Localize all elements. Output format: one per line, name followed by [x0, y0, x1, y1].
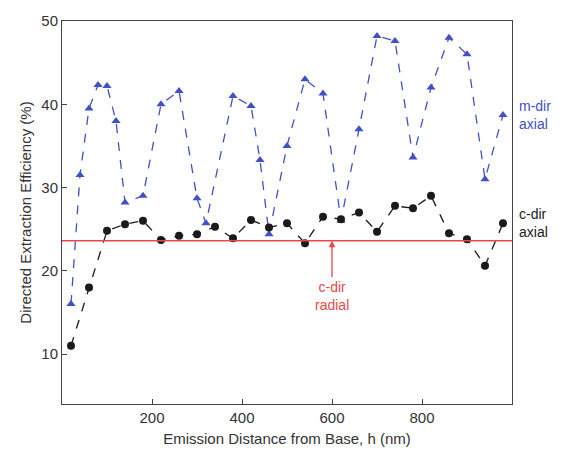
svg-text:Directed Extraction Efficiency: Directed Extraction Efficiency (%): [17, 101, 34, 323]
svg-text:10: 10: [41, 345, 58, 362]
svg-text:20: 20: [41, 262, 58, 279]
svg-text:200: 200: [139, 409, 164, 426]
svg-text:50: 50: [41, 12, 58, 29]
svg-text:800: 800: [409, 409, 434, 426]
svg-text:c-dirradial: c-dirradial: [315, 279, 349, 313]
svg-text:40: 40: [41, 96, 58, 113]
svg-text:600: 600: [319, 409, 344, 426]
svg-text:Emission Distance from Base, h: Emission Distance from Base, h (nm): [163, 430, 411, 447]
svg-text:400: 400: [229, 409, 254, 426]
svg-text:30: 30: [41, 179, 58, 196]
svg-text:m-diraxial: m-diraxial: [519, 98, 551, 132]
svg-text:c-diraxial: c-diraxial: [519, 206, 548, 240]
